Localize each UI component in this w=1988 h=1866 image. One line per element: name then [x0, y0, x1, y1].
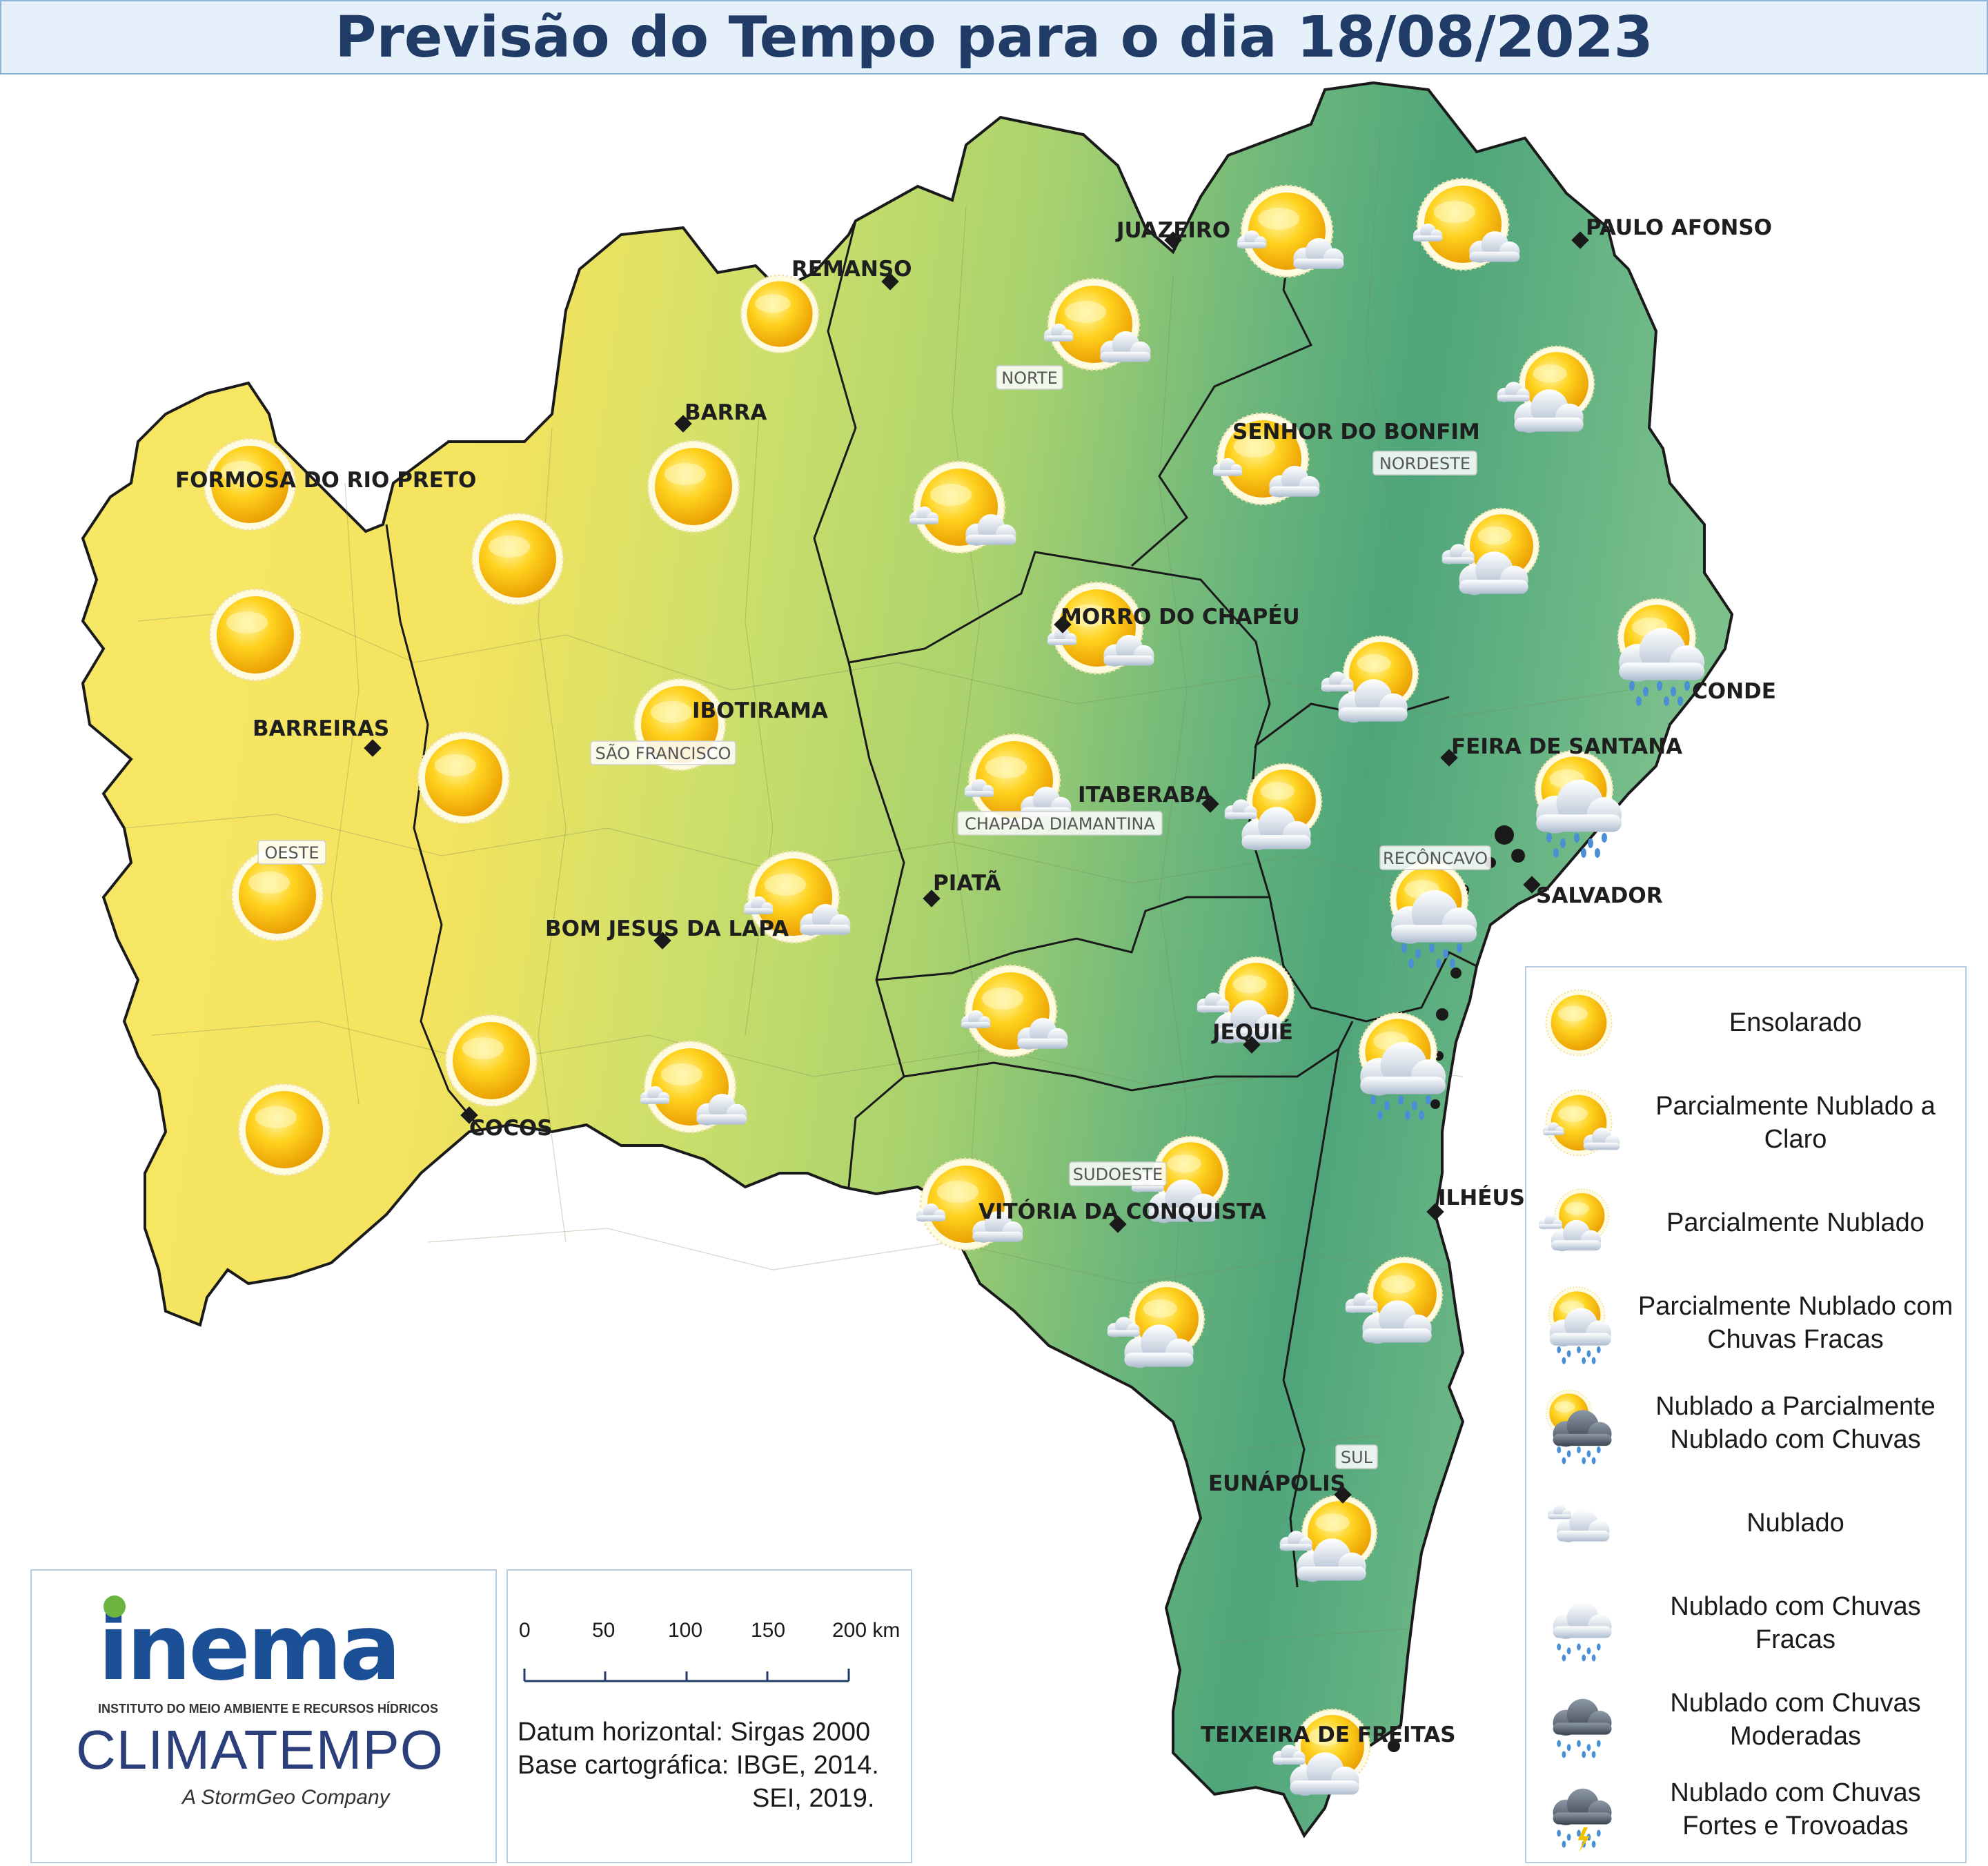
legend-label: Ensolarado	[1729, 1008, 1862, 1037]
scale-bar	[523, 1669, 850, 1682]
legend-label: Nublado com Chuvas Moderadas	[1670, 1689, 1921, 1751]
city-label: JEQUIÉ	[1211, 1020, 1293, 1045]
city-label: VITÓRIA DA CONQUISTA	[978, 1199, 1266, 1224]
legend-item: Parcialmente Nublado	[1526, 1175, 1968, 1271]
dark-cloud-rain-icon	[1553, 1699, 1612, 1758]
inema-subtitle: INSTITUTO DO MEIO AMBIENTE E RECURSOS HÍ…	[98, 1702, 439, 1716]
city-label: PAULO AFONSO	[1586, 215, 1772, 240]
city-labels: JUAZEIRO REMANSO PAULO AFONSO BARRA SENH…	[175, 215, 1776, 1747]
city-label: SALVADOR	[1536, 883, 1663, 908]
inema-logo-dot	[104, 1595, 126, 1618]
city-label: EUNÁPOLIS	[1208, 1471, 1346, 1496]
scale-tick-label: 0	[519, 1619, 531, 1642]
city-label: TEIXEIRA DE FREITAS	[1201, 1722, 1456, 1747]
region-label: NORTE	[1001, 369, 1058, 388]
climatempo-logo: CLIMATEMPO	[76, 1719, 444, 1780]
region-label: CHAPADA DIAMANTINA	[965, 814, 1155, 834]
region-label: NORDESTE	[1379, 454, 1470, 473]
page-title: Previsão do Tempo para o dia 18/08/2023	[335, 4, 1653, 70]
scale-tick-label: 100	[668, 1619, 703, 1642]
sun-icon	[446, 1015, 537, 1106]
city-label: SENHOR DO BONFIM	[1232, 420, 1480, 444]
legend-item: Parcialmente Nublado com Chuvas Fracas	[1526, 1275, 1968, 1371]
legend-item: Nublado com Chuvas Fracas	[1526, 1575, 1968, 1671]
sun-icon	[418, 732, 509, 823]
datum-line: Datum horizontal: Sirgas 2000	[518, 1718, 871, 1747]
city-label: BOM JESUS DA LAPA	[545, 916, 789, 941]
datum-line: SEI, 2019.	[752, 1784, 875, 1813]
datum-line: Base cartográfica: IBGE, 2014.	[518, 1751, 879, 1780]
city-label: FEIRA DE SANTANA	[1451, 734, 1682, 759]
legend-label: Nublado com Chuvas Fracas	[1670, 1592, 1921, 1654]
stormgeo-tagline: A StormGeo Company	[182, 1786, 390, 1809]
region-label: SUL	[1341, 1448, 1373, 1467]
legend-label: Parcialmente Nublado com Chuvas Fracas	[1637, 1292, 1953, 1354]
city-label: JUAZEIRO	[1115, 218, 1230, 243]
legend-item: Nublado	[1526, 1475, 1968, 1571]
sun-cloud-light-rain-icon	[1549, 1287, 1611, 1364]
region-boundaries	[385, 193, 1477, 1588]
legend: Ensolarado Parcialmente Nublado a Claro …	[1525, 966, 1967, 1863]
legend-item: Nublado com Chuvas Fortes e Trovoadas	[1526, 1761, 1968, 1858]
logo-box: inema INSTITUTO DO MEIO AMBIENTE E RECUR…	[30, 1569, 497, 1863]
legend-item: Nublado a Parcialmente Nublado com Chuva…	[1526, 1375, 1968, 1471]
datum-text: Datum horizontal: Sirgas 2000 Base carto…	[518, 1716, 879, 1815]
city-label: ILHÉUS	[1438, 1186, 1525, 1210]
sun-small-cloud-icon	[1543, 1090, 1620, 1155]
cloud-light-rain-icon	[1553, 1602, 1612, 1662]
sun-icon	[648, 441, 739, 532]
region-label: RECÔNCAVO	[1383, 847, 1488, 868]
legend-label: Nublado com Chuvas Fortes e Trovoadas	[1670, 1778, 1921, 1840]
city-label: ITABERABA	[1078, 783, 1212, 807]
city-label: COCOS	[469, 1116, 553, 1141]
sun-icon	[1546, 990, 1611, 1055]
storm-cloud-icon	[1553, 1789, 1612, 1852]
legend-label: Nublado a Parcialmente Nublado com Chuva…	[1655, 1392, 1936, 1454]
city-label: BARRA	[685, 400, 767, 425]
sun-icon	[741, 275, 818, 353]
city-label: REMANSO	[791, 257, 912, 282]
region-label: SUDOESTE	[1073, 1165, 1163, 1184]
city-label: PIATÃ	[933, 870, 1001, 896]
region-label: SÃO FRANCISCO	[596, 743, 731, 763]
legend-item: Parcialmente Nublado a Claro	[1526, 1074, 1968, 1171]
city-label: CONDE	[1692, 679, 1776, 704]
legend-label: Parcialmente Nublado	[1666, 1208, 1925, 1237]
legend-label: Parcialmente Nublado a Claro	[1655, 1092, 1936, 1154]
sun-dark-cloud-rain-icon	[1546, 1390, 1611, 1464]
city-label: BARREIRAS	[253, 716, 389, 741]
city-label: MORRO DO CHAPÉU	[1061, 605, 1300, 629]
sun-icon	[472, 513, 563, 605]
scale-box: 0 50 100 150 200 km Datum horizontal: Si…	[506, 1569, 912, 1863]
scale-tick-label: 150	[751, 1619, 786, 1642]
cloud-icon	[1548, 1505, 1609, 1542]
region-labels: NORTE NORDESTE SÃO FRANCISCO OESTE CHAPA…	[257, 365, 1491, 1469]
legend-label: Nublado	[1746, 1509, 1844, 1538]
bahia-weather-map: JUAZEIRO REMANSO PAULO AFONSO BARRA SENH…	[81, 81, 1776, 1838]
city-label: FORMOSA DO RIO PRETO	[175, 468, 476, 493]
city-label: IBOTIRAMA	[692, 698, 828, 723]
region-label: OESTE	[264, 843, 319, 863]
scale-tick-label: 200 km	[832, 1619, 900, 1642]
title-bar: Previsão do Tempo para o dia 18/08/2023	[0, 0, 1988, 75]
municipal-boundaries	[124, 137, 1629, 1643]
legend-item: Nublado com Chuvas Moderadas	[1526, 1671, 1968, 1768]
sun-icon	[210, 589, 301, 680]
inema-logo: inema	[98, 1595, 401, 1701]
legend-item: Ensolarado	[1526, 974, 1968, 1071]
scale-tick-label: 50	[592, 1619, 616, 1642]
sun-icon	[239, 1084, 330, 1175]
sun-cloud-icon	[1539, 1189, 1608, 1251]
